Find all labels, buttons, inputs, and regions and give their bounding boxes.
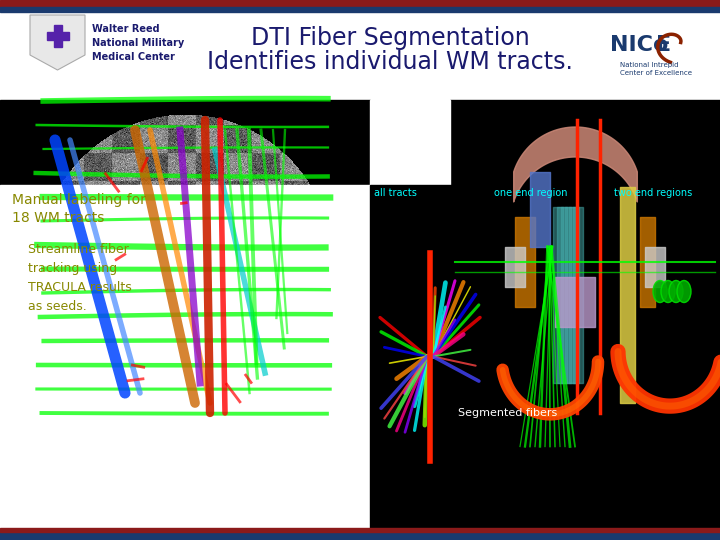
Bar [0,528,720,532]
Text: NICo: NICo [610,35,668,55]
Text: two end regions: two end regions [614,188,692,198]
Polygon shape [30,15,85,70]
Text: National Intrepid
Center of Excellence: National Intrepid Center of Excellence [620,62,692,76]
Bar [490,185,610,528]
Bar [0,100,370,433]
Ellipse shape [677,280,691,302]
Bar [610,185,720,528]
Bar [450,100,720,433]
Text: E: E [656,35,671,55]
Bar [0,185,370,528]
Bar [0,0,720,7]
Text: Manual labeling for
18 WM tracts: Manual labeling for 18 WM tracts [12,193,146,225]
Bar [0,7,720,12]
Bar [0,12,720,100]
Bar [370,185,490,528]
Bar [0,532,720,540]
Text: Streamline fiber
    tracking using
    TRACULA results
    as seeds.: Streamline fiber tracking using TRACULA … [12,243,132,313]
Text: Walter Reed
National Military
Medical Center: Walter Reed National Military Medical Ce… [92,24,184,62]
Text: all tracts: all tracts [374,188,417,198]
Bar [53,25,61,47]
Ellipse shape [661,280,675,302]
Ellipse shape [669,280,683,302]
Text: Segmented fibers: Segmented fibers [458,408,557,418]
Ellipse shape [653,280,667,302]
Text: DTI Fiber Segmentation: DTI Fiber Segmentation [251,26,529,50]
Bar [370,100,450,433]
Text: Identifies individual WM tracts.: Identifies individual WM tracts. [207,50,573,74]
Text: one end region: one end region [494,188,567,198]
Bar [47,32,68,40]
